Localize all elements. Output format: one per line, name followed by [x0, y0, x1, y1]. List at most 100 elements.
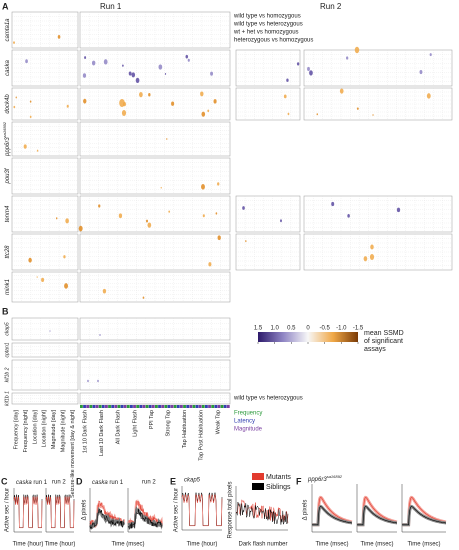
dot	[135, 77, 140, 83]
dot	[41, 277, 45, 283]
dot	[166, 138, 168, 140]
gene: ppp6r3	[307, 477, 327, 483]
dot	[280, 219, 282, 223]
colorbar-title: mean SSMD of significant assays	[364, 330, 404, 353]
assay-strip	[117, 405, 121, 408]
measure: Frequency	[234, 411, 262, 417]
dot	[369, 254, 375, 260]
assay-label: Frequency [day]	[13, 410, 19, 450]
assay-strip	[195, 405, 199, 408]
gene-label: ppp6r3sa16892	[2, 121, 11, 157]
legend-text: wild type vs heterozygous	[233, 22, 303, 28]
assay-strip	[186, 405, 190, 408]
plot-title: run 2	[142, 480, 156, 486]
gene-name: ttc28	[5, 245, 11, 259]
assay-strip	[139, 405, 143, 408]
colorbar-tick-label: 0.5	[287, 326, 296, 332]
colorbar-tick-label: 1.0	[270, 326, 279, 332]
panel-label: B	[2, 306, 9, 316]
assay-strip	[176, 405, 180, 408]
dot	[354, 46, 360, 54]
gene-label: ckap5	[4, 322, 10, 336]
dot	[356, 107, 359, 110]
dot	[91, 60, 96, 66]
dot	[142, 296, 145, 299]
assay-strip	[211, 405, 215, 408]
axes	[13, 488, 42, 533]
panel-label: E	[170, 476, 176, 486]
dot	[131, 72, 136, 78]
dot	[148, 93, 151, 97]
plot-title: ckap5	[184, 478, 201, 484]
run-label: Run 1	[100, 2, 122, 11]
assay-strip	[164, 405, 168, 408]
dot	[29, 100, 32, 103]
dot	[396, 207, 401, 213]
dot	[419, 69, 423, 75]
dot	[309, 70, 313, 76]
dot	[213, 99, 217, 104]
assay-strip	[151, 405, 155, 408]
assay-strip	[83, 405, 86, 408]
dot	[372, 114, 374, 116]
colorbar-title-line: assays	[364, 346, 386, 353]
trace	[357, 506, 397, 526]
dot	[207, 109, 210, 113]
trace	[13, 496, 43, 529]
gene-label: caska	[5, 60, 11, 76]
run: run 1	[109, 480, 123, 486]
assay-label: Location [day]	[32, 410, 38, 445]
gene-name: pou3f	[5, 167, 11, 184]
legend-text: Siblings	[266, 484, 291, 491]
assay-strip	[142, 405, 146, 408]
colorbar-title-line: of significant	[364, 338, 403, 345]
dot	[158, 64, 163, 70]
assay-strip	[105, 405, 108, 408]
axes	[235, 486, 288, 531]
legend-text: wt + het vs homozygous	[233, 30, 299, 36]
assay-strip	[123, 405, 127, 408]
gene-name: caska	[5, 60, 11, 76]
colorbar-tick-label: -1.5	[353, 326, 364, 332]
assay-strip	[108, 405, 111, 408]
dot	[15, 96, 17, 99]
legend-text: Mutants	[266, 474, 291, 481]
dot	[102, 288, 107, 294]
dot	[429, 53, 432, 57]
x-label: Time (msec)	[360, 542, 393, 548]
dot	[147, 222, 152, 228]
assay-label: Tap Post Habituation	[199, 410, 205, 461]
dot	[118, 213, 123, 219]
assay-strip	[214, 405, 218, 408]
assay-strip	[161, 405, 165, 408]
dot	[339, 88, 344, 94]
gene-label: kif1b 2	[4, 367, 10, 382]
y-label: Active sec / hour	[5, 488, 11, 532]
dot	[201, 184, 205, 190]
dot	[201, 111, 206, 117]
gene-name: dock4b	[5, 94, 11, 114]
dot	[99, 334, 101, 336]
dot	[87, 379, 89, 383]
x-label: Time (hour)	[187, 542, 218, 548]
assay-strip	[80, 405, 83, 408]
dot	[346, 56, 349, 60]
assay-label: All Dark Flash	[116, 410, 122, 444]
assay-strip	[92, 405, 96, 408]
dot	[13, 105, 16, 109]
gene: caska	[92, 480, 108, 486]
assay-label: Weak Tap	[215, 410, 221, 434]
dot	[84, 56, 87, 59]
dot	[23, 144, 27, 149]
trace	[89, 508, 125, 529]
assay-strip	[130, 405, 133, 408]
dot	[215, 212, 218, 215]
dot	[208, 262, 212, 267]
trace	[45, 496, 75, 529]
x-label: Time (msec)	[407, 542, 440, 548]
plot-title: ppp6r3sa16892	[307, 474, 343, 483]
trace	[181, 493, 223, 527]
dot	[187, 58, 190, 62]
assay-label: Magnitude [night]	[60, 410, 66, 453]
dot	[426, 93, 431, 99]
